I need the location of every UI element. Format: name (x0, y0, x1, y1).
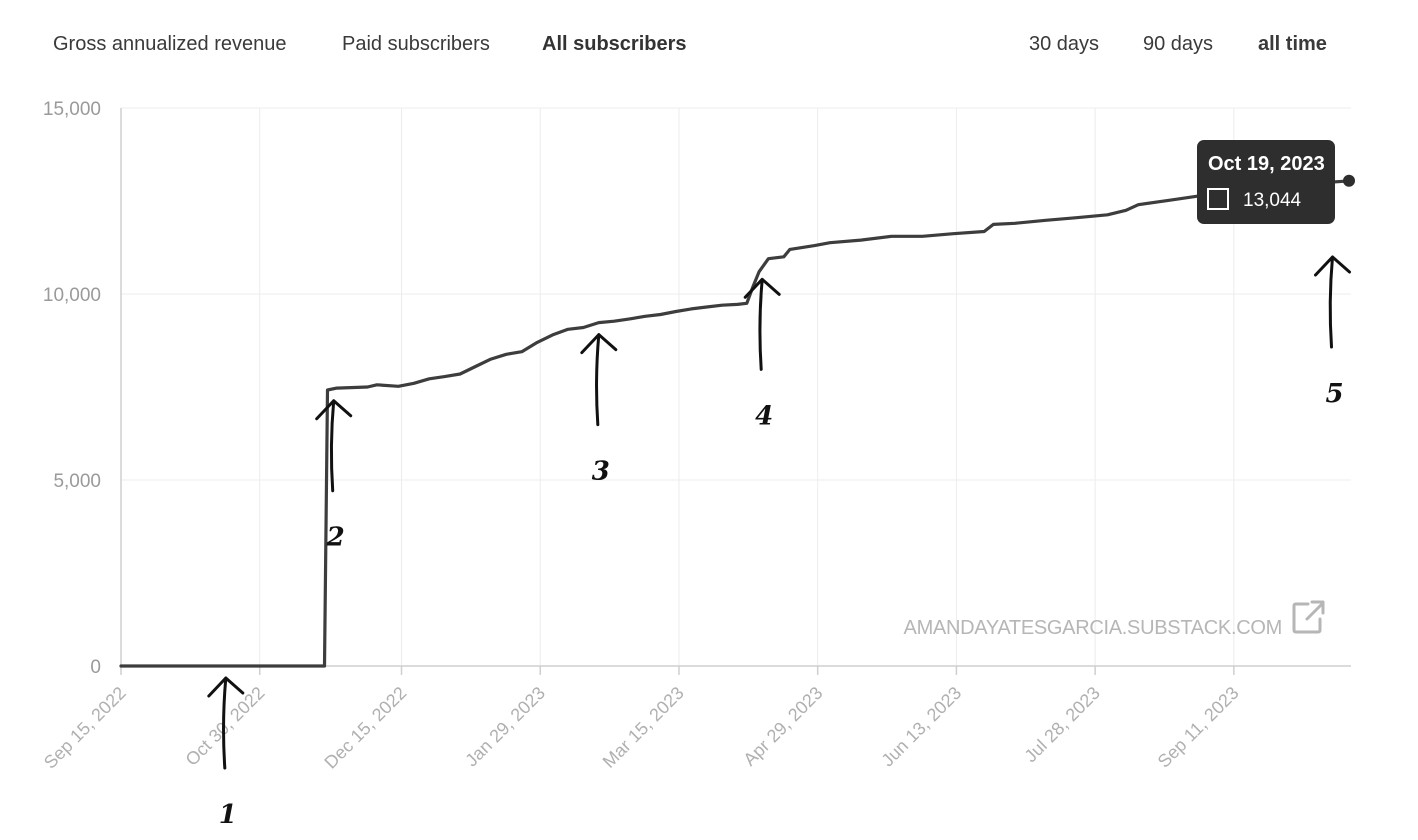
x-tick-label: Jun 13, 2023 (877, 683, 965, 771)
watermark: AMANDAYATESGARCIA.SUBSTACK.COM (904, 600, 1325, 639)
chart-axes (120, 108, 1351, 675)
y-tick-label: 0 (90, 657, 101, 678)
x-axis-ticks: Sep 15, 2022 Oct 30, 2022 Dec 15, 2022 Jan … (40, 683, 1243, 773)
tooltip-value: 13,044 (1243, 190, 1302, 211)
x-tick-label: Jan 29, 2023 (461, 683, 549, 771)
annotation-arrow (1314, 255, 1351, 349)
range-all-time[interactable]: all time (1258, 33, 1327, 55)
y-tick-label: 5,000 (53, 471, 101, 492)
x-tick-label: Sep 11, 2023 (1154, 683, 1243, 772)
tab-all-subscribers[interactable]: All subscribers (542, 33, 687, 55)
tab-paid-subscribers[interactable]: Paid subscribers (342, 33, 490, 55)
chart-grid (121, 107, 1351, 666)
handwritten-annotations: 1 2 3 4 5 (207, 255, 1351, 830)
annotation-number: 1 (219, 800, 237, 830)
external-link-icon[interactable] (1292, 600, 1325, 634)
x-tick-label: Dec 15, 2022 (320, 683, 410, 773)
hover-point-marker (1343, 174, 1355, 187)
annotation-arrow (743, 277, 781, 371)
annotation-number: 2 (326, 523, 345, 553)
watermark-text: AMANDAYATESGARCIA.SUBSTACK.COM (904, 617, 1282, 639)
range-90-days[interactable]: 90 days (1143, 33, 1214, 55)
tooltip-date: Oct 19, 2023 (1208, 153, 1325, 175)
y-tick-label: 15,000 (43, 99, 101, 120)
tab-gross-annualized-revenue[interactable]: Gross annualized revenue (53, 33, 287, 55)
range-30-days[interactable]: 30 days (1029, 33, 1100, 55)
y-axis-ticks: 0 5,000 10,000 15,000 (43, 99, 101, 678)
x-tick-label: Jul 28, 2023 (1020, 683, 1103, 766)
annotation-arrow (315, 399, 353, 493)
annotation-number: 3 (592, 457, 610, 487)
x-tick-label: Sep 15, 2022 (40, 683, 130, 773)
annotation-arrow (207, 676, 245, 770)
x-tick-label: Apr 29, 2023 (739, 683, 826, 770)
annotation-number: 5 (1325, 379, 1343, 409)
tooltip-box (1197, 140, 1335, 224)
annotation-number: 4 (755, 401, 773, 431)
series-line-all-subscribers (119, 179, 1353, 668)
annotation-arrow (580, 333, 618, 427)
x-tick-label: Mar 15, 2023 (599, 683, 688, 772)
legend-square-icon (1207, 188, 1229, 210)
y-tick-label: 10,000 (43, 285, 101, 306)
tooltip: Oct 19, 2023 13,044 (1197, 140, 1335, 224)
